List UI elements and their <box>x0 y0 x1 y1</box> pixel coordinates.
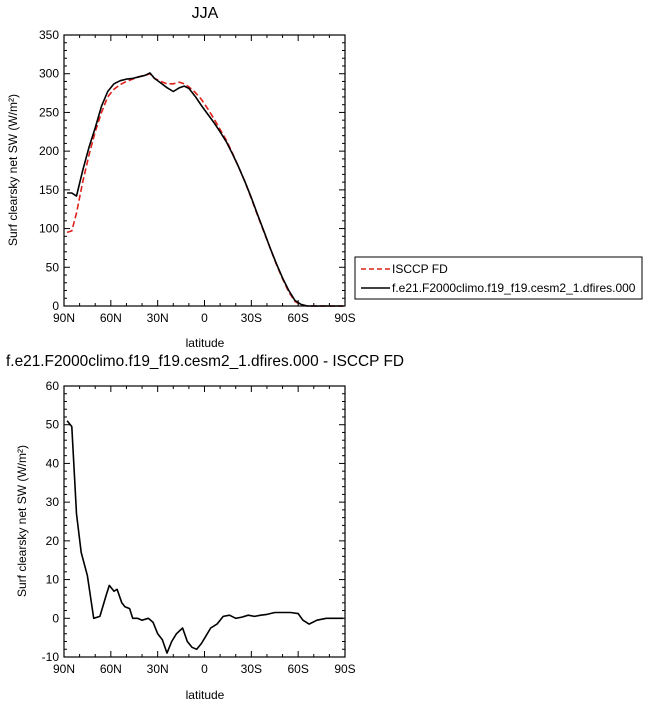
bottom-plot-frame <box>63 385 346 658</box>
bottom-y-tick-label: 10 <box>46 573 60 587</box>
top-x-tick-label: 30N <box>147 311 169 325</box>
top-y-tick-label: 200 <box>39 144 59 158</box>
bottom-y-tick-label: 40 <box>46 456 60 470</box>
bottom-panel-title: f.e21.F2000climo.f19_f19.cesm2_1.dfires.… <box>6 353 404 370</box>
bottom-panel: f.e21.F2000climo.f19_f19.cesm2_1.dfires.… <box>6 353 404 702</box>
bottom-x-axis-label: latitude <box>186 688 225 702</box>
bottom-y-axis-label: Surf clearsky net SW (W/m²) <box>15 445 29 597</box>
bottom-x-tick-label: 60S <box>287 662 308 676</box>
top-y-tick-label: 0 <box>52 299 59 313</box>
bottom-y-tick-label: 20 <box>46 534 60 548</box>
top-legend: ISCCP FD f.e21.F2000climo.f19_f19.cesm2_… <box>354 256 643 300</box>
bottom-y-tick-label: -10 <box>42 650 60 664</box>
top-series-line-1 <box>67 72 344 307</box>
top-y-tick-label: 350 <box>39 28 59 42</box>
bottom-x-tick-label: 0 <box>201 662 208 676</box>
bottom-x-tick-label: 30N <box>147 662 169 676</box>
legend-box <box>354 256 643 300</box>
legend-label-isccp: ISCCP FD <box>392 262 448 276</box>
top-y-tick-label: 100 <box>39 222 59 236</box>
top-x-tick-label: 0 <box>201 311 208 325</box>
top-panel: JJA 90N 60N 30N 0 30S 60S 90S 0 50 100 150 200 250 30… <box>6 5 643 350</box>
bottom-y-tick-label: 50 <box>46 418 60 432</box>
top-y-tick-label: 50 <box>46 260 60 274</box>
bottom-x-tick-label: 30S <box>241 662 262 676</box>
top-x-tick-label: 90S <box>334 311 355 325</box>
top-x-axis-label: latitude <box>186 336 225 350</box>
legend-label-model: f.e21.F2000climo.f19_f19.cesm2_1.dfires.… <box>392 281 636 295</box>
top-series-line-0 <box>66 72 344 307</box>
top-plot-area: 90N 60N 30N 0 30S 60S 90S 0 50 100 150 200 250 300 350 <box>39 28 356 325</box>
top-y-tick-label: 300 <box>39 67 59 81</box>
bottom-y-tick-label: 60 <box>46 379 60 393</box>
bottom-y-tick-label: 30 <box>46 495 60 509</box>
top-x-tick-label: 60S <box>287 311 308 325</box>
bottom-plot-area: 90N 60N 30N 0 30S 60S 90S -10 0 10 20 30 40 50 60 <box>42 379 356 676</box>
bottom-x-tick-label: 90S <box>334 662 355 676</box>
bottom-x-tick-label: 90N <box>53 662 75 676</box>
top-y-tick-label: 250 <box>39 105 59 119</box>
top-x-tick-label: 60N <box>100 311 122 325</box>
top-x-tick-label: 30S <box>241 311 262 325</box>
top-panel-title: JJA <box>192 5 219 22</box>
bottom-series-line-0 <box>66 420 344 654</box>
bottom-x-tick-label: 60N <box>100 662 122 676</box>
top-x-tick-label: 90N <box>53 311 75 325</box>
top-y-axis-label: Surf clearsky net SW (W/m²) <box>6 94 20 246</box>
top-plot-frame <box>63 34 346 307</box>
bottom-y-tick-label: 0 <box>52 611 59 625</box>
top-y-tick-label: 150 <box>39 183 59 197</box>
